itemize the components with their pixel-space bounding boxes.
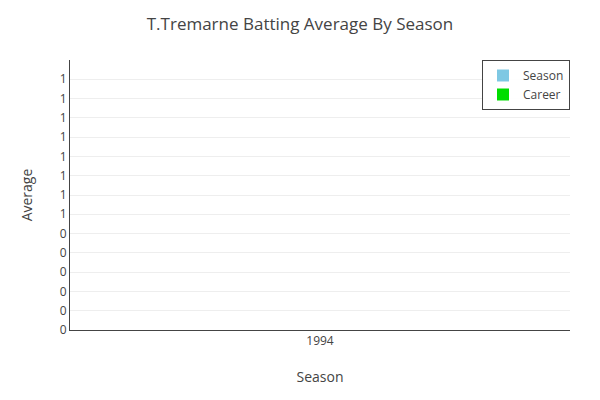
svg-text:0: 0 [60,283,67,300]
svg-text:0: 0 [60,244,67,261]
svg-text:1: 1 [60,90,67,107]
svg-text:Career: Career [523,86,561,103]
svg-text:1: 1 [60,109,67,126]
svg-text:1: 1 [60,70,67,87]
svg-text:Average: Average [17,169,36,222]
svg-text:1: 1 [60,205,67,222]
svg-text:1: 1 [60,148,67,165]
svg-text:1: 1 [60,128,67,145]
svg-text:1: 1 [60,167,67,184]
svg-text:1994: 1994 [306,332,334,349]
svg-text:0: 0 [60,302,67,319]
svg-text:T.Tremarne Batting Average By: T.Tremarne Batting Average By Season [147,12,453,35]
svg-text:0: 0 [60,263,67,280]
svg-text:Season: Season [523,67,563,84]
svg-text:0: 0 [60,321,67,338]
svg-text:0: 0 [60,225,67,242]
svg-text:Season: Season [297,367,344,386]
svg-text:1: 1 [60,186,67,203]
